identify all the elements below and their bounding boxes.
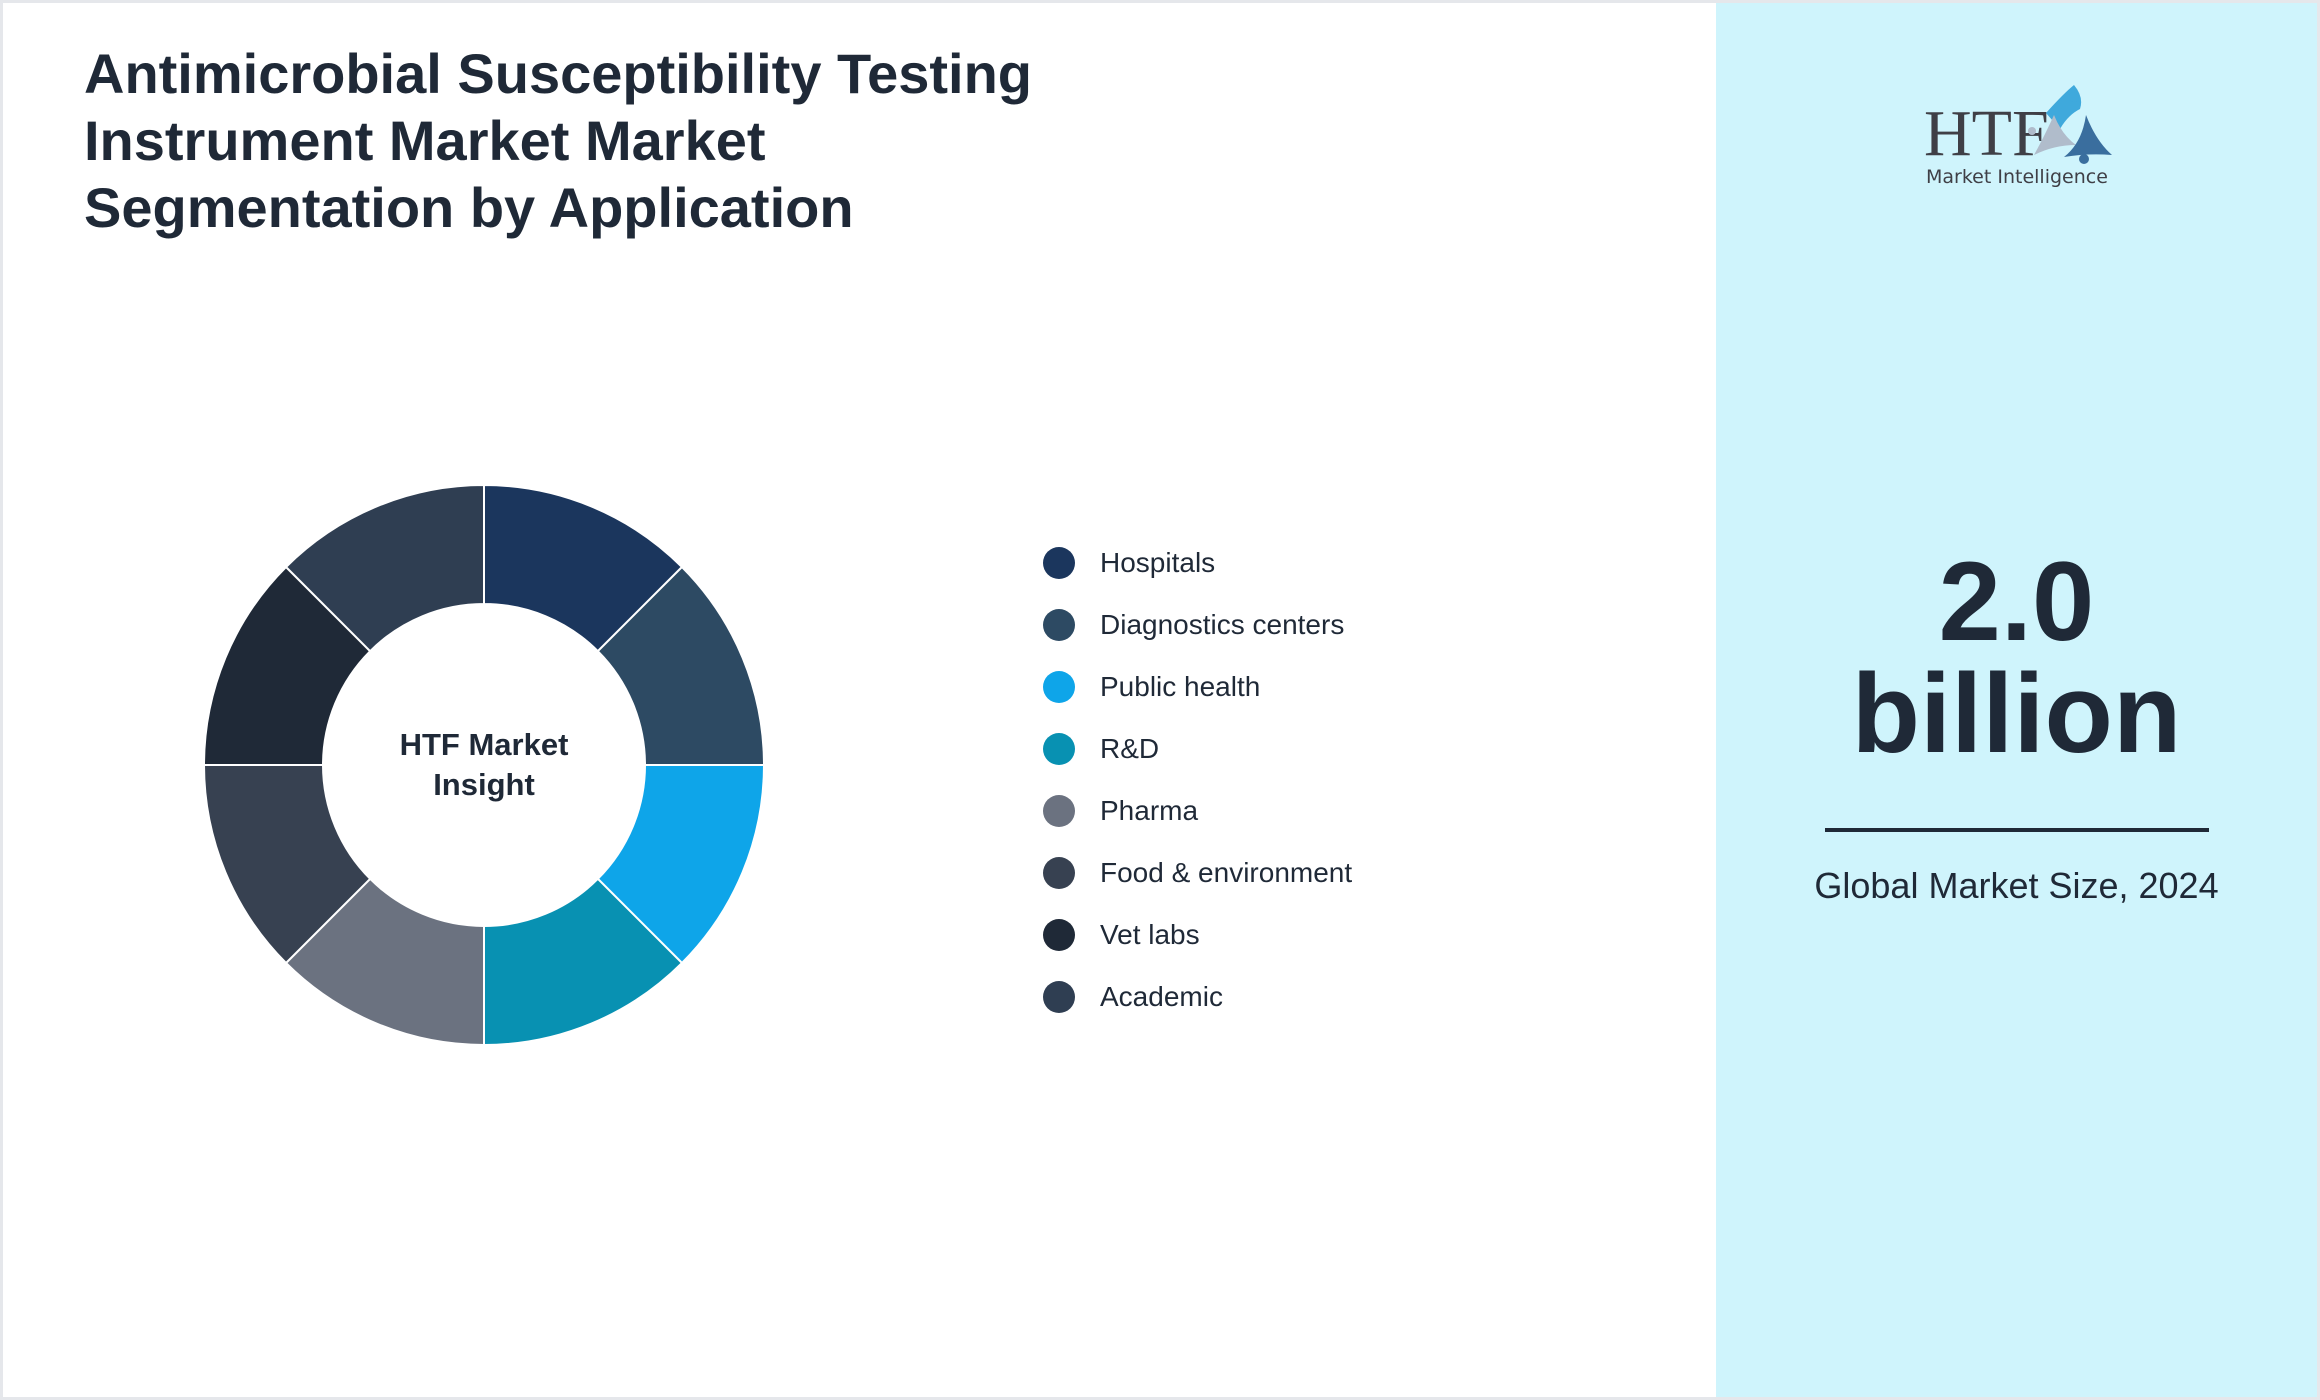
logo-text: Market Intelligence bbox=[1926, 166, 2108, 188]
legend-item: Public health bbox=[1043, 656, 1352, 718]
legend-item: Hospitals bbox=[1043, 532, 1352, 594]
legend-marker bbox=[1043, 981, 1075, 1013]
legend-label: R&D bbox=[1100, 733, 1160, 764]
donut-chart: HTF Market Insight bbox=[202, 483, 766, 1047]
page-title: Antimicrobial Susceptibility Testing Ins… bbox=[84, 42, 1032, 239]
legend-item: R&D bbox=[1043, 718, 1352, 780]
legend-label: Food & environment bbox=[1100, 857, 1353, 888]
legend-label: Vet labs bbox=[1100, 919, 1200, 950]
legend-label: Public health bbox=[1100, 671, 1261, 702]
legend-marker bbox=[1043, 919, 1075, 951]
market-size-unit: billion bbox=[1851, 651, 2182, 776]
donut-center-label: Insight bbox=[433, 767, 535, 802]
htf-logo: HTF Market Intelligence bbox=[1924, 85, 2112, 188]
legend-label: Academic bbox=[1100, 981, 1223, 1012]
donut-slice-academic bbox=[284, 483, 485, 653]
legend-marker bbox=[1043, 733, 1075, 765]
legend-marker bbox=[1043, 671, 1075, 703]
legend-item: Food & environment bbox=[1043, 842, 1352, 904]
svg-text:HTF: HTF bbox=[1924, 97, 2049, 170]
legend-item: Diagnostics centers bbox=[1043, 594, 1352, 656]
market-size-caption: Global Market Size, 2024 bbox=[1814, 865, 2219, 906]
legend-item: Academic bbox=[1043, 966, 1352, 1028]
legend-item: Vet labs bbox=[1043, 904, 1352, 966]
legend-label: Diagnostics centers bbox=[1100, 609, 1345, 640]
legend-label: Pharma bbox=[1100, 795, 1199, 826]
divider bbox=[1825, 828, 2209, 832]
legend-marker bbox=[1043, 795, 1075, 827]
legend-label: Hospitals bbox=[1100, 547, 1216, 578]
legend-marker bbox=[1043, 547, 1075, 579]
market-size-value: 2.0 bbox=[1938, 539, 2095, 664]
donut-center-label: HTF Market bbox=[400, 727, 569, 762]
legend-marker bbox=[1043, 609, 1075, 641]
chart-legend: Hospitals Diagnostics centers Public healt… bbox=[1043, 532, 1352, 1028]
legend-item: Pharma bbox=[1043, 780, 1352, 842]
legend-marker bbox=[1043, 857, 1075, 889]
market-size-panel: HTF Market Intelligence 2.0 billion Glob… bbox=[1716, 3, 2317, 1397]
